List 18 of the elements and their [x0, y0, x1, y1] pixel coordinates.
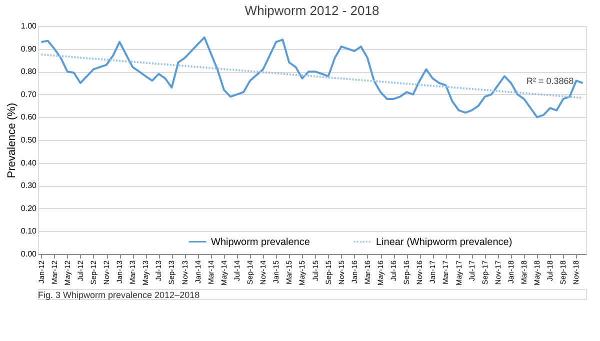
legend-label: Whipworm prevalence [211, 236, 310, 248]
y-axis-title: Prevalence (%) [6, 102, 18, 178]
y-tick-label: 1.00 [20, 22, 38, 30]
chart-title: Whipworm 2012 - 2018 [244, 3, 380, 18]
y-tick-label: 0.40 [20, 158, 38, 168]
y-tick-label: 0.00 [20, 250, 38, 258]
legend-label: Linear (Whipworm prevalence) [376, 236, 512, 248]
y-tick-label: 0.20 [20, 204, 38, 213]
annotation: R² = 0.3868 [526, 76, 574, 86]
y-tick-label: 0.50 [20, 136, 38, 144]
y-tick-label: 0.80 [20, 67, 38, 76]
y-tick-label: 0.30 [20, 181, 38, 190]
caption: Fig. 3 Whipworm prevalence 2012–2018 [38, 290, 200, 300]
y-tick-label: 0.90 [20, 44, 38, 54]
y-tick-label: 0.60 [20, 112, 38, 122]
line-series [40, 36, 584, 118]
y-tick-label: 0.10 [20, 226, 38, 236]
y-tick-label: 0.70 [20, 90, 38, 99]
